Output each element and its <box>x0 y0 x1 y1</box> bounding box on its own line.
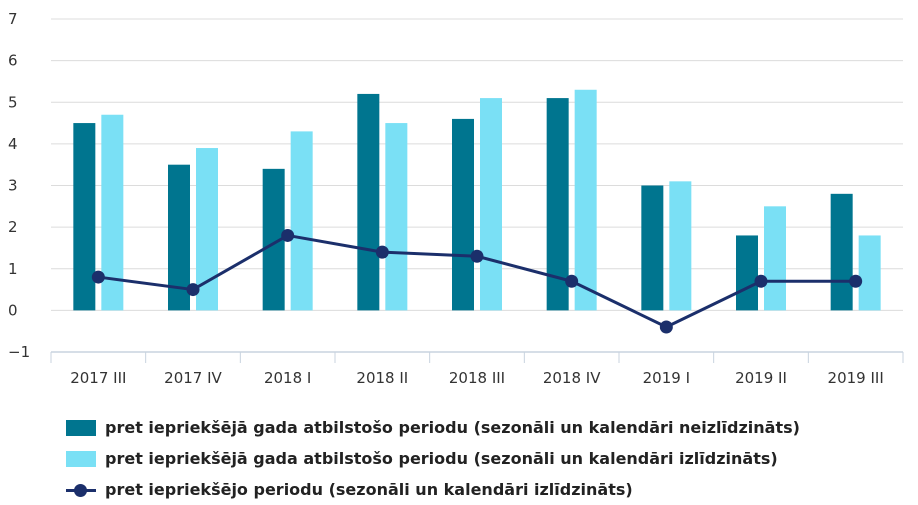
x-tick-label: 2019 I <box>643 369 690 387</box>
line-point[interactable] <box>565 274 579 288</box>
bar-series-1[interactable] <box>290 131 313 311</box>
line-point[interactable] <box>91 270 105 284</box>
legend-label-1: pret iepriekšējā gada atbilstošo periodu… <box>105 449 778 468</box>
legend-swatch-1 <box>66 450 96 467</box>
line-point[interactable] <box>375 245 389 259</box>
y-tick-label: 1 <box>8 260 18 278</box>
line-series <box>91 228 863 334</box>
bar-series-0[interactable] <box>73 123 96 311</box>
legend-swatch-0 <box>66 419 96 436</box>
y-tick-label: 7 <box>8 10 18 28</box>
line-point[interactable] <box>281 228 295 242</box>
x-tick-label: 2018 I <box>264 369 311 387</box>
bar-series-0[interactable] <box>546 98 569 311</box>
bar-series-0[interactable] <box>736 235 758 311</box>
bar-series-1[interactable] <box>764 206 786 311</box>
bar-series-0[interactable] <box>452 118 474 311</box>
bar-series-0[interactable] <box>641 185 664 311</box>
line-point[interactable] <box>754 274 768 288</box>
legend-swatch-2 <box>66 482 96 498</box>
legend: pret iepriekšējā gada atbilstošo periodu… <box>62 412 800 505</box>
bar-series-1[interactable] <box>196 148 218 311</box>
y-tick-label: 3 <box>8 177 18 195</box>
bar-series-0[interactable] <box>357 93 380 311</box>
x-tick-label: 2018 III <box>449 369 505 387</box>
bar-series-1[interactable] <box>480 98 502 311</box>
line-point[interactable] <box>470 249 484 263</box>
legend-item-1[interactable]: pret iepriekšējā gada atbilstošo periodu… <box>62 443 800 474</box>
bar-series-0[interactable] <box>262 168 285 311</box>
x-axis: 2017 III 2017 IV 2018 I 2018 II 2018 III 2018… <box>50 351 904 387</box>
gridlines <box>51 18 903 311</box>
y-tick-label: 5 <box>8 93 18 111</box>
y-tick-label: −1 <box>8 343 30 361</box>
x-tick-label: 2017 IV <box>164 369 222 387</box>
bar-series-1[interactable] <box>574 89 597 311</box>
legend-item-0[interactable]: pret iepriekšējā gada atbilstošo periodu… <box>62 412 800 443</box>
bar-series-1[interactable] <box>858 235 881 311</box>
line-point[interactable] <box>186 283 200 297</box>
legend-label-2: pret iepriekšējo periodu (sezonāli un ka… <box>105 480 633 499</box>
y-tick-label: 4 <box>8 135 18 153</box>
legend-label-0: pret iepriekšējā gada atbilstošo periodu… <box>105 418 800 437</box>
x-tick-label: 2018 II <box>356 369 408 387</box>
bar-series-0[interactable] <box>830 193 853 311</box>
bar-series-1[interactable] <box>101 114 124 311</box>
x-tick-label: 2019 III <box>828 369 884 387</box>
bar-series-1[interactable] <box>385 123 408 311</box>
y-axis-ticks: −1 0 1 2 3 4 5 6 7 <box>8 10 30 361</box>
y-tick-label: 2 <box>8 218 18 236</box>
x-tick-label: 2019 II <box>735 369 787 387</box>
line-point[interactable] <box>849 274 863 288</box>
line-point[interactable] <box>659 320 673 334</box>
y-tick-label: 0 <box>8 301 18 319</box>
x-tick-label: 2018 IV <box>543 369 601 387</box>
bar-series-0[interactable] <box>168 164 190 311</box>
legend-item-2[interactable]: pret iepriekšējo periodu (sezonāli un ka… <box>62 474 800 505</box>
bar-series-1[interactable] <box>669 181 692 311</box>
x-tick-label: 2017 III <box>70 369 126 387</box>
y-tick-label: 6 <box>8 52 18 70</box>
